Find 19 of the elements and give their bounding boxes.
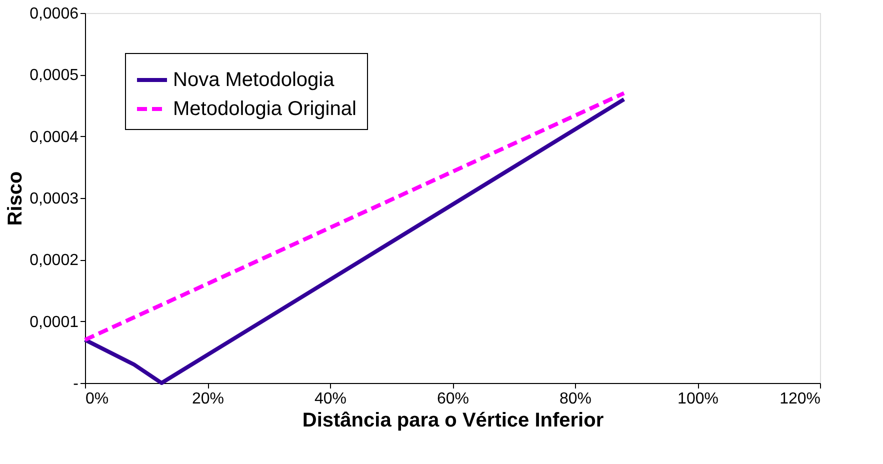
- x-axis-title: Distância para o Vértice Inferior: [302, 410, 604, 432]
- y-tick-label: 0,0006: [30, 6, 79, 22]
- x-tick-label: 0%: [86, 390, 109, 408]
- x-tick-label: 40%: [314, 390, 347, 408]
- y-tick-label: 0,0003: [30, 190, 79, 208]
- x-tick-label: 100%: [678, 390, 718, 408]
- legend-label: Metodologia Original: [173, 98, 356, 120]
- y-tick-label: 0,0002: [30, 252, 79, 270]
- y-axis-title: Risco: [4, 171, 27, 226]
- y-tick-label: 0,0004: [30, 128, 79, 146]
- y-tick-label: 0,0005: [30, 67, 79, 84]
- y-tick-label: -: [73, 376, 78, 392]
- x-tick-label: 20%: [192, 390, 224, 408]
- x-tick-label: 120%: [780, 390, 820, 408]
- x-tick-label: 60%: [436, 390, 470, 408]
- y-tick-label: 0,0001: [30, 314, 79, 331]
- legend-label: Nova Metodologia: [173, 69, 336, 91]
- line-series: [83, 97, 626, 385]
- x-tick-label: 80%: [559, 390, 592, 408]
